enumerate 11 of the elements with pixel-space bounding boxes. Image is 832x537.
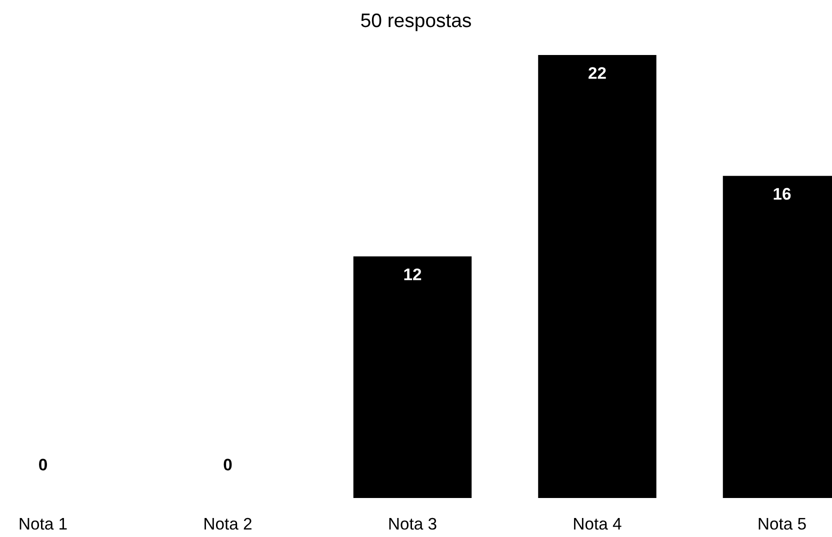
data-label: 16 [774,188,791,200]
data-label: 22 [588,67,606,79]
data-label: 12 [404,268,422,280]
data-label: 0 [224,458,232,471]
x-tick-label: Nota 4 [574,518,622,530]
x-tick-label: Nota 2 [204,518,252,530]
data-label: 0 [39,458,47,471]
x-tick-label: Nota 3 [389,518,436,530]
x-tick-label: Nota 5 [758,518,806,530]
chart-title: 50 respostas [361,13,471,32]
x-tick-label: Nota 1 [20,518,67,530]
